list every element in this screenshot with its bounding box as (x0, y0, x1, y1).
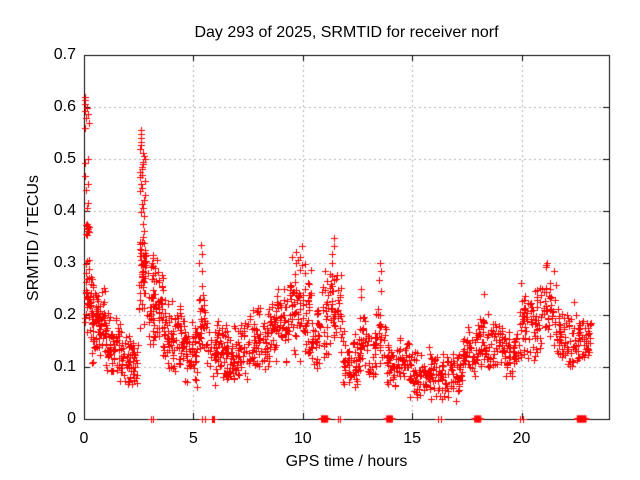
x-axis-label: GPS time / hours (285, 453, 408, 470)
x-tick-label: 15 (403, 430, 422, 447)
x-tick-label: 10 (293, 430, 312, 447)
x-tick-label: 0 (79, 430, 89, 447)
y-tick-label: 0 (67, 410, 76, 427)
x-tick-label: 5 (188, 430, 198, 447)
x-tick-label: 20 (512, 430, 531, 447)
y-tick-label: 0.1 (53, 358, 76, 375)
y-tick-label: 0.5 (53, 150, 76, 167)
y-axis-label: SRMTID / TECUs (25, 175, 42, 301)
y-tick-label: 0.6 (53, 98, 76, 115)
y-tick-label: 0.2 (53, 306, 76, 323)
y-tick-label: 0.4 (53, 202, 76, 219)
chart-title: Day 293 of 2025, SRMTID for receiver nor… (194, 24, 499, 41)
y-tick-label: 0.7 (53, 46, 76, 63)
y-tick-label: 0.3 (53, 254, 76, 271)
